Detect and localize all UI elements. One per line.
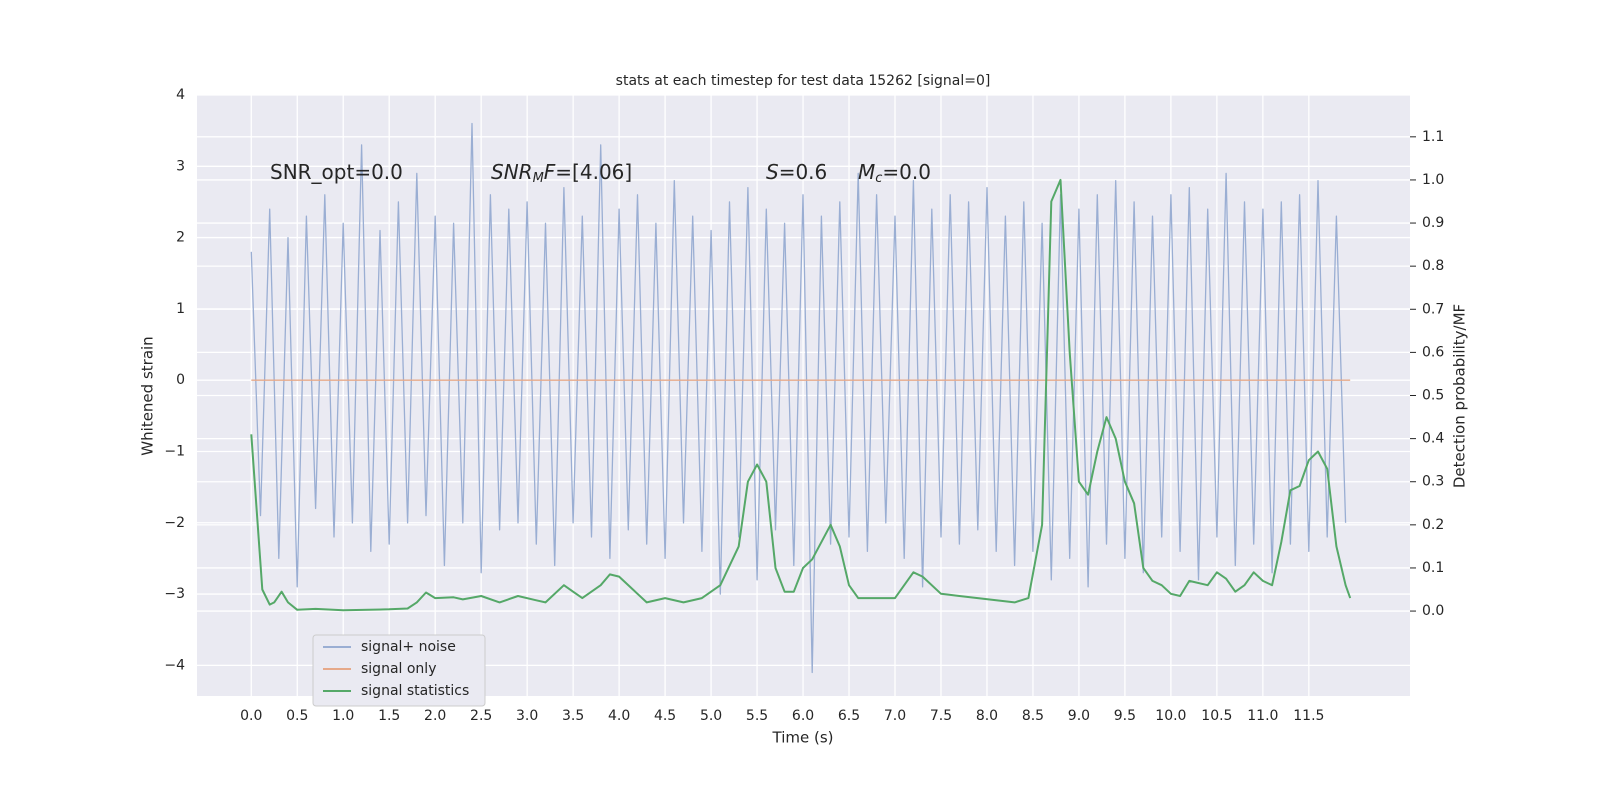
y2-axis-label: Detection probability/MF — [1451, 304, 1469, 488]
x-tick-label: 7.5 — [930, 708, 952, 724]
x-tick-label: 1.0 — [332, 708, 354, 724]
y-tick-label: 3 — [176, 158, 185, 174]
x-tick-label: 9.0 — [1068, 708, 1090, 724]
x-tick-label: 8.5 — [1022, 708, 1044, 724]
annotation-part: =0.6 — [779, 160, 828, 184]
annotation-part: S — [766, 160, 779, 184]
y2-tick-label: 1.1 — [1422, 129, 1444, 145]
y-tick-label: 0 — [176, 372, 185, 388]
y-tick-label: −2 — [164, 515, 185, 531]
y-tick-label: 1 — [176, 301, 185, 317]
x-tick-label: 7.0 — [884, 708, 906, 724]
x-tick-label: 8.0 — [976, 708, 998, 724]
x-tick-label: 6.0 — [792, 708, 814, 724]
annotation: Mc=0.0 — [858, 160, 931, 186]
legend-label: signal only — [361, 661, 436, 677]
y2-tick-label: 0.8 — [1422, 258, 1444, 274]
y-tick-label: 4 — [176, 87, 185, 103]
y-axis-label: Whitened strain — [139, 336, 157, 455]
x-tick-label: 10.5 — [1201, 708, 1232, 724]
annotation: S=0.6 — [766, 160, 827, 184]
annotation-part: F — [544, 160, 556, 184]
y2-tick-label: 0.1 — [1422, 560, 1444, 576]
x-tick-label: 9.5 — [1114, 708, 1136, 724]
x-tick-label: 0.5 — [286, 708, 308, 724]
y2-tick-label: 1.0 — [1422, 172, 1444, 188]
x-tick-label: 6.5 — [838, 708, 860, 724]
y-tick-label: −1 — [164, 443, 185, 459]
annotation-part: =0.0 — [882, 160, 931, 184]
x-tick-label: 5.0 — [700, 708, 722, 724]
x-tick-label: 2.0 — [424, 708, 446, 724]
legend-label: signal+ noise — [361, 639, 456, 655]
y2-tick-label: 0.2 — [1422, 517, 1444, 533]
annotation: SNRMF=[4.06] — [491, 160, 632, 186]
y2-tick-label: 0.6 — [1422, 344, 1444, 360]
x-tick-label: 5.5 — [746, 708, 768, 724]
y-tick-label: −4 — [164, 657, 185, 673]
x-tick-label: 3.0 — [516, 708, 538, 724]
x-tick-label: 10.0 — [1155, 708, 1186, 724]
annotation-part: M — [533, 171, 544, 186]
x-tick-label: 11.5 — [1293, 708, 1324, 724]
y2-tick-label: 0.5 — [1422, 388, 1444, 404]
y2-tick-label: 0.9 — [1422, 215, 1444, 231]
annotation-part: SNR — [491, 160, 533, 184]
y2-tick-label: 0.0 — [1422, 603, 1444, 619]
y2-tick-label: 0.3 — [1422, 474, 1444, 490]
y2-tick-label: 0.4 — [1422, 431, 1444, 447]
y-tick-label: −3 — [164, 586, 185, 602]
x-tick-label: 3.5 — [562, 708, 584, 724]
x-tick-label: 11.0 — [1247, 708, 1278, 724]
y-tick-label: 2 — [176, 230, 185, 246]
x-axis-label: Time (s) — [772, 729, 834, 747]
x-tick-label: 0.0 — [240, 708, 262, 724]
x-tick-label: 4.5 — [654, 708, 676, 724]
annotation-part: c — [875, 171, 882, 186]
annotation-part: =[4.06] — [555, 160, 632, 184]
annotation-part: SNR_opt=0.0 — [270, 160, 403, 184]
x-tick-label: 1.5 — [378, 708, 400, 724]
x-tick-label: 4.0 — [608, 708, 630, 724]
legend-box — [312, 634, 486, 707]
chart-title: stats at each timestep for test data 152… — [616, 73, 991, 89]
y2-tick-label: 0.7 — [1422, 301, 1444, 317]
series-line — [250, 178, 1352, 612]
legend-label: signal statistics — [361, 683, 469, 699]
annotation: SNR_opt=0.0 — [270, 160, 403, 184]
annotation-part: M — [858, 160, 875, 184]
x-tick-label: 2.5 — [470, 708, 492, 724]
